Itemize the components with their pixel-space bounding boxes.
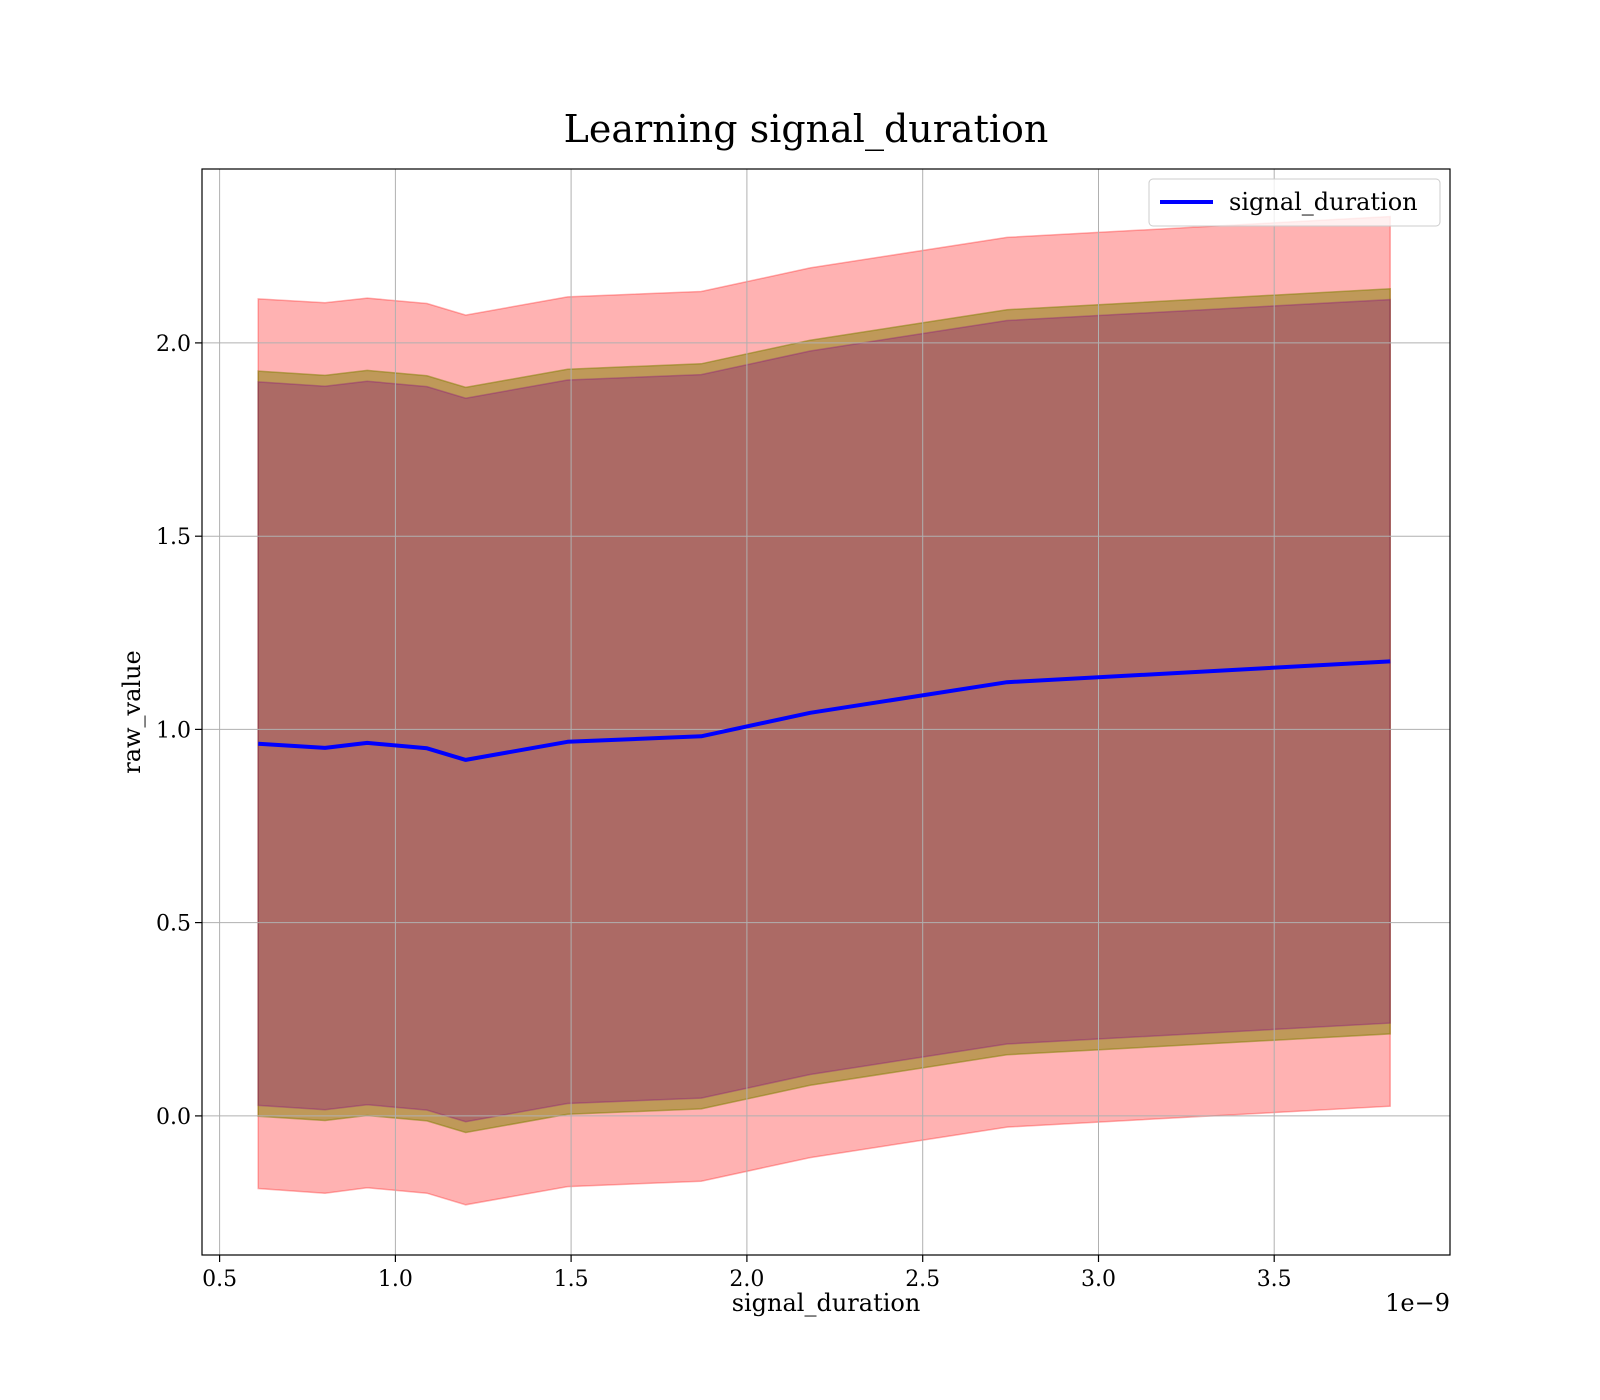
- y-axis-label: raw_value: [118, 650, 146, 774]
- y-tick-label-3: 1.5: [156, 525, 191, 550]
- legend-label-signal-duration: signal_duration: [1229, 188, 1418, 216]
- y-tick-label-4: 2.0: [156, 332, 191, 357]
- grid: [202, 169, 1450, 1255]
- legend: signal_duration: [1148, 178, 1441, 227]
- x-tick-label-4: 2.5: [905, 1267, 940, 1292]
- series-line-0: [258, 659, 1391, 762]
- x-axis-offset-label: 1e−9: [1385, 1289, 1450, 1317]
- x-axis-ticks: 0.5 1.0 1.5 2.0 2.5 3.0 3.5: [202, 1255, 1292, 1292]
- y-tick-label-0: 0.0: [156, 1105, 191, 1130]
- x-tick-label-0: 0.5: [202, 1267, 237, 1292]
- plot-frame: [201, 168, 1451, 1256]
- x-axis-label: signal_duration: [732, 1289, 921, 1317]
- x-tick-label-6: 3.5: [1257, 1267, 1292, 1292]
- x-tick-label-5: 3.0: [1081, 1267, 1116, 1292]
- x-tick-label-1: 1.0: [378, 1267, 413, 1292]
- x-tick-label-2: 1.5: [554, 1267, 589, 1292]
- x-tick-label-3: 2.0: [729, 1267, 764, 1292]
- y-tick-label-2: 1.0: [156, 718, 191, 743]
- legend-box: [1148, 178, 1441, 227]
- chart-title: Learning signal_duration: [564, 107, 1049, 152]
- series-lines: [258, 659, 1391, 762]
- y-axis-ticks: 0.0 0.5 1.0 1.5 2.0: [156, 332, 202, 1130]
- y-tick-label-1: 0.5: [156, 912, 191, 937]
